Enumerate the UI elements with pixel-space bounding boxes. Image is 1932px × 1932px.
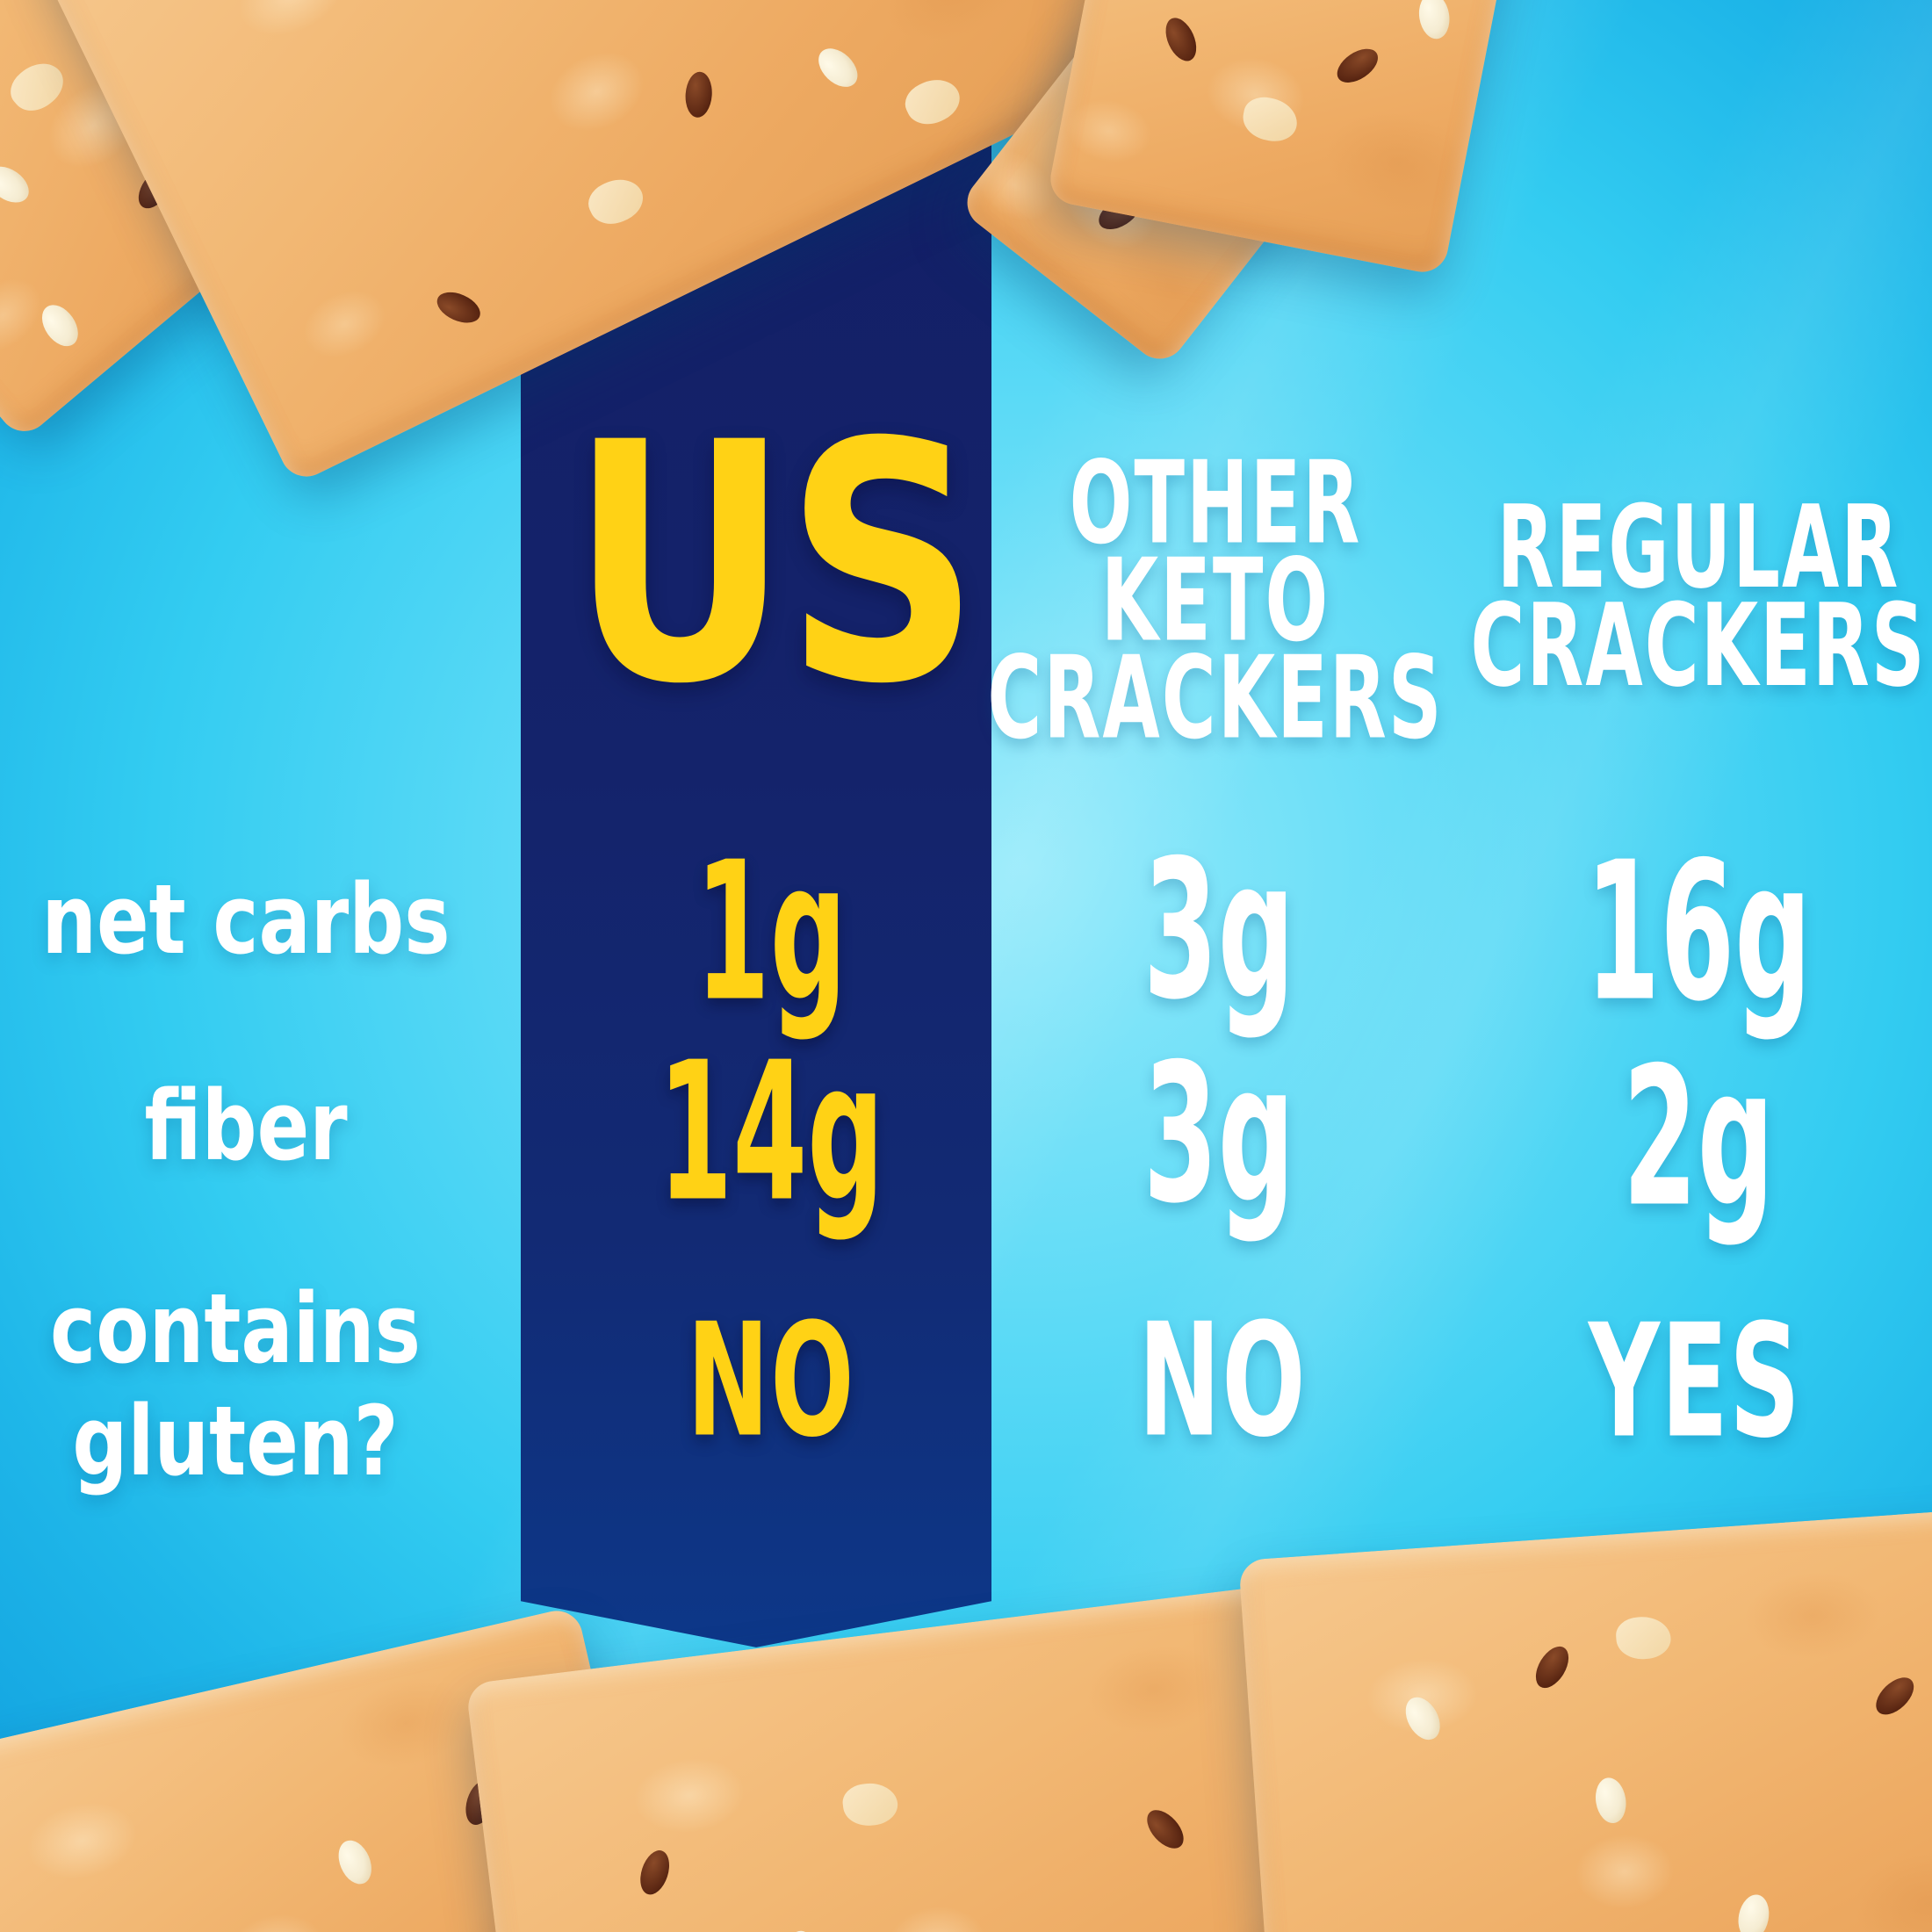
contains-gluten-line-1: contains <box>50 1272 421 1385</box>
flax-seed <box>432 285 486 329</box>
value-other-keto-fiber: 3g <box>1143 1023 1295 1246</box>
row-label-contains-gluten: contains gluten? <box>50 1272 421 1497</box>
sesame-seed <box>0 158 36 210</box>
grain-flake <box>582 170 650 233</box>
sesame-seed <box>332 1835 378 1889</box>
other-keto-header-line-3: CRACKERS <box>987 631 1444 765</box>
value-us-gluten: NO <box>687 1289 855 1472</box>
flax-seed <box>1140 1803 1191 1856</box>
contains-gluten-line-2: gluten? <box>72 1385 399 1497</box>
regular-header-line-2: CRACKERS <box>1470 579 1927 712</box>
grain-flake <box>898 70 967 133</box>
sesame-seed <box>34 298 86 353</box>
value-us-fiber: 14g <box>658 1021 884 1244</box>
row-label-fiber: fiber <box>144 1070 348 1182</box>
flax-seed <box>1159 13 1203 66</box>
value-us-net-carbs: 1g <box>695 821 847 1044</box>
sesame-seed <box>1734 1892 1773 1932</box>
value-regular-gluten: YES <box>1588 1290 1802 1473</box>
other-keto-header-line-2: KETO <box>1100 533 1330 667</box>
flax-seed <box>1330 41 1384 90</box>
flax-seed <box>1529 1640 1575 1694</box>
value-regular-fiber: 2g <box>1622 1027 1775 1250</box>
value-regular-net-carbs: 16g <box>1585 821 1812 1044</box>
flax-seed <box>683 70 714 119</box>
flax-seed <box>1869 1670 1921 1722</box>
other-keto-header-line-1: OTHER <box>1069 436 1362 570</box>
row-label-net-carbs: net carbs <box>41 863 451 976</box>
regular-column-header: REGULAR CRACKERS <box>1470 480 1927 712</box>
grain-flake <box>3 53 72 120</box>
other-keto-column-header: OTHER KETO CRACKERS <box>987 436 1444 765</box>
value-other-keto-gluten: NO <box>1138 1289 1307 1472</box>
sesame-seed <box>811 40 865 95</box>
sesame-seed <box>1592 1775 1630 1826</box>
flax-seed <box>635 1846 674 1899</box>
grain-flake <box>161 1927 224 1932</box>
cracker-image-bottom-right <box>1238 1505 1932 1932</box>
grain-flake <box>1239 93 1301 146</box>
grain-flake <box>1614 1615 1673 1662</box>
value-other-keto-net-carbs: 3g <box>1143 819 1295 1042</box>
regular-header-line-1: REGULAR <box>1496 480 1900 614</box>
sesame-seed <box>1416 0 1453 41</box>
grain-flake <box>840 1780 901 1829</box>
us-column-header: US <box>570 373 979 756</box>
sesame-seed <box>1398 1690 1447 1746</box>
